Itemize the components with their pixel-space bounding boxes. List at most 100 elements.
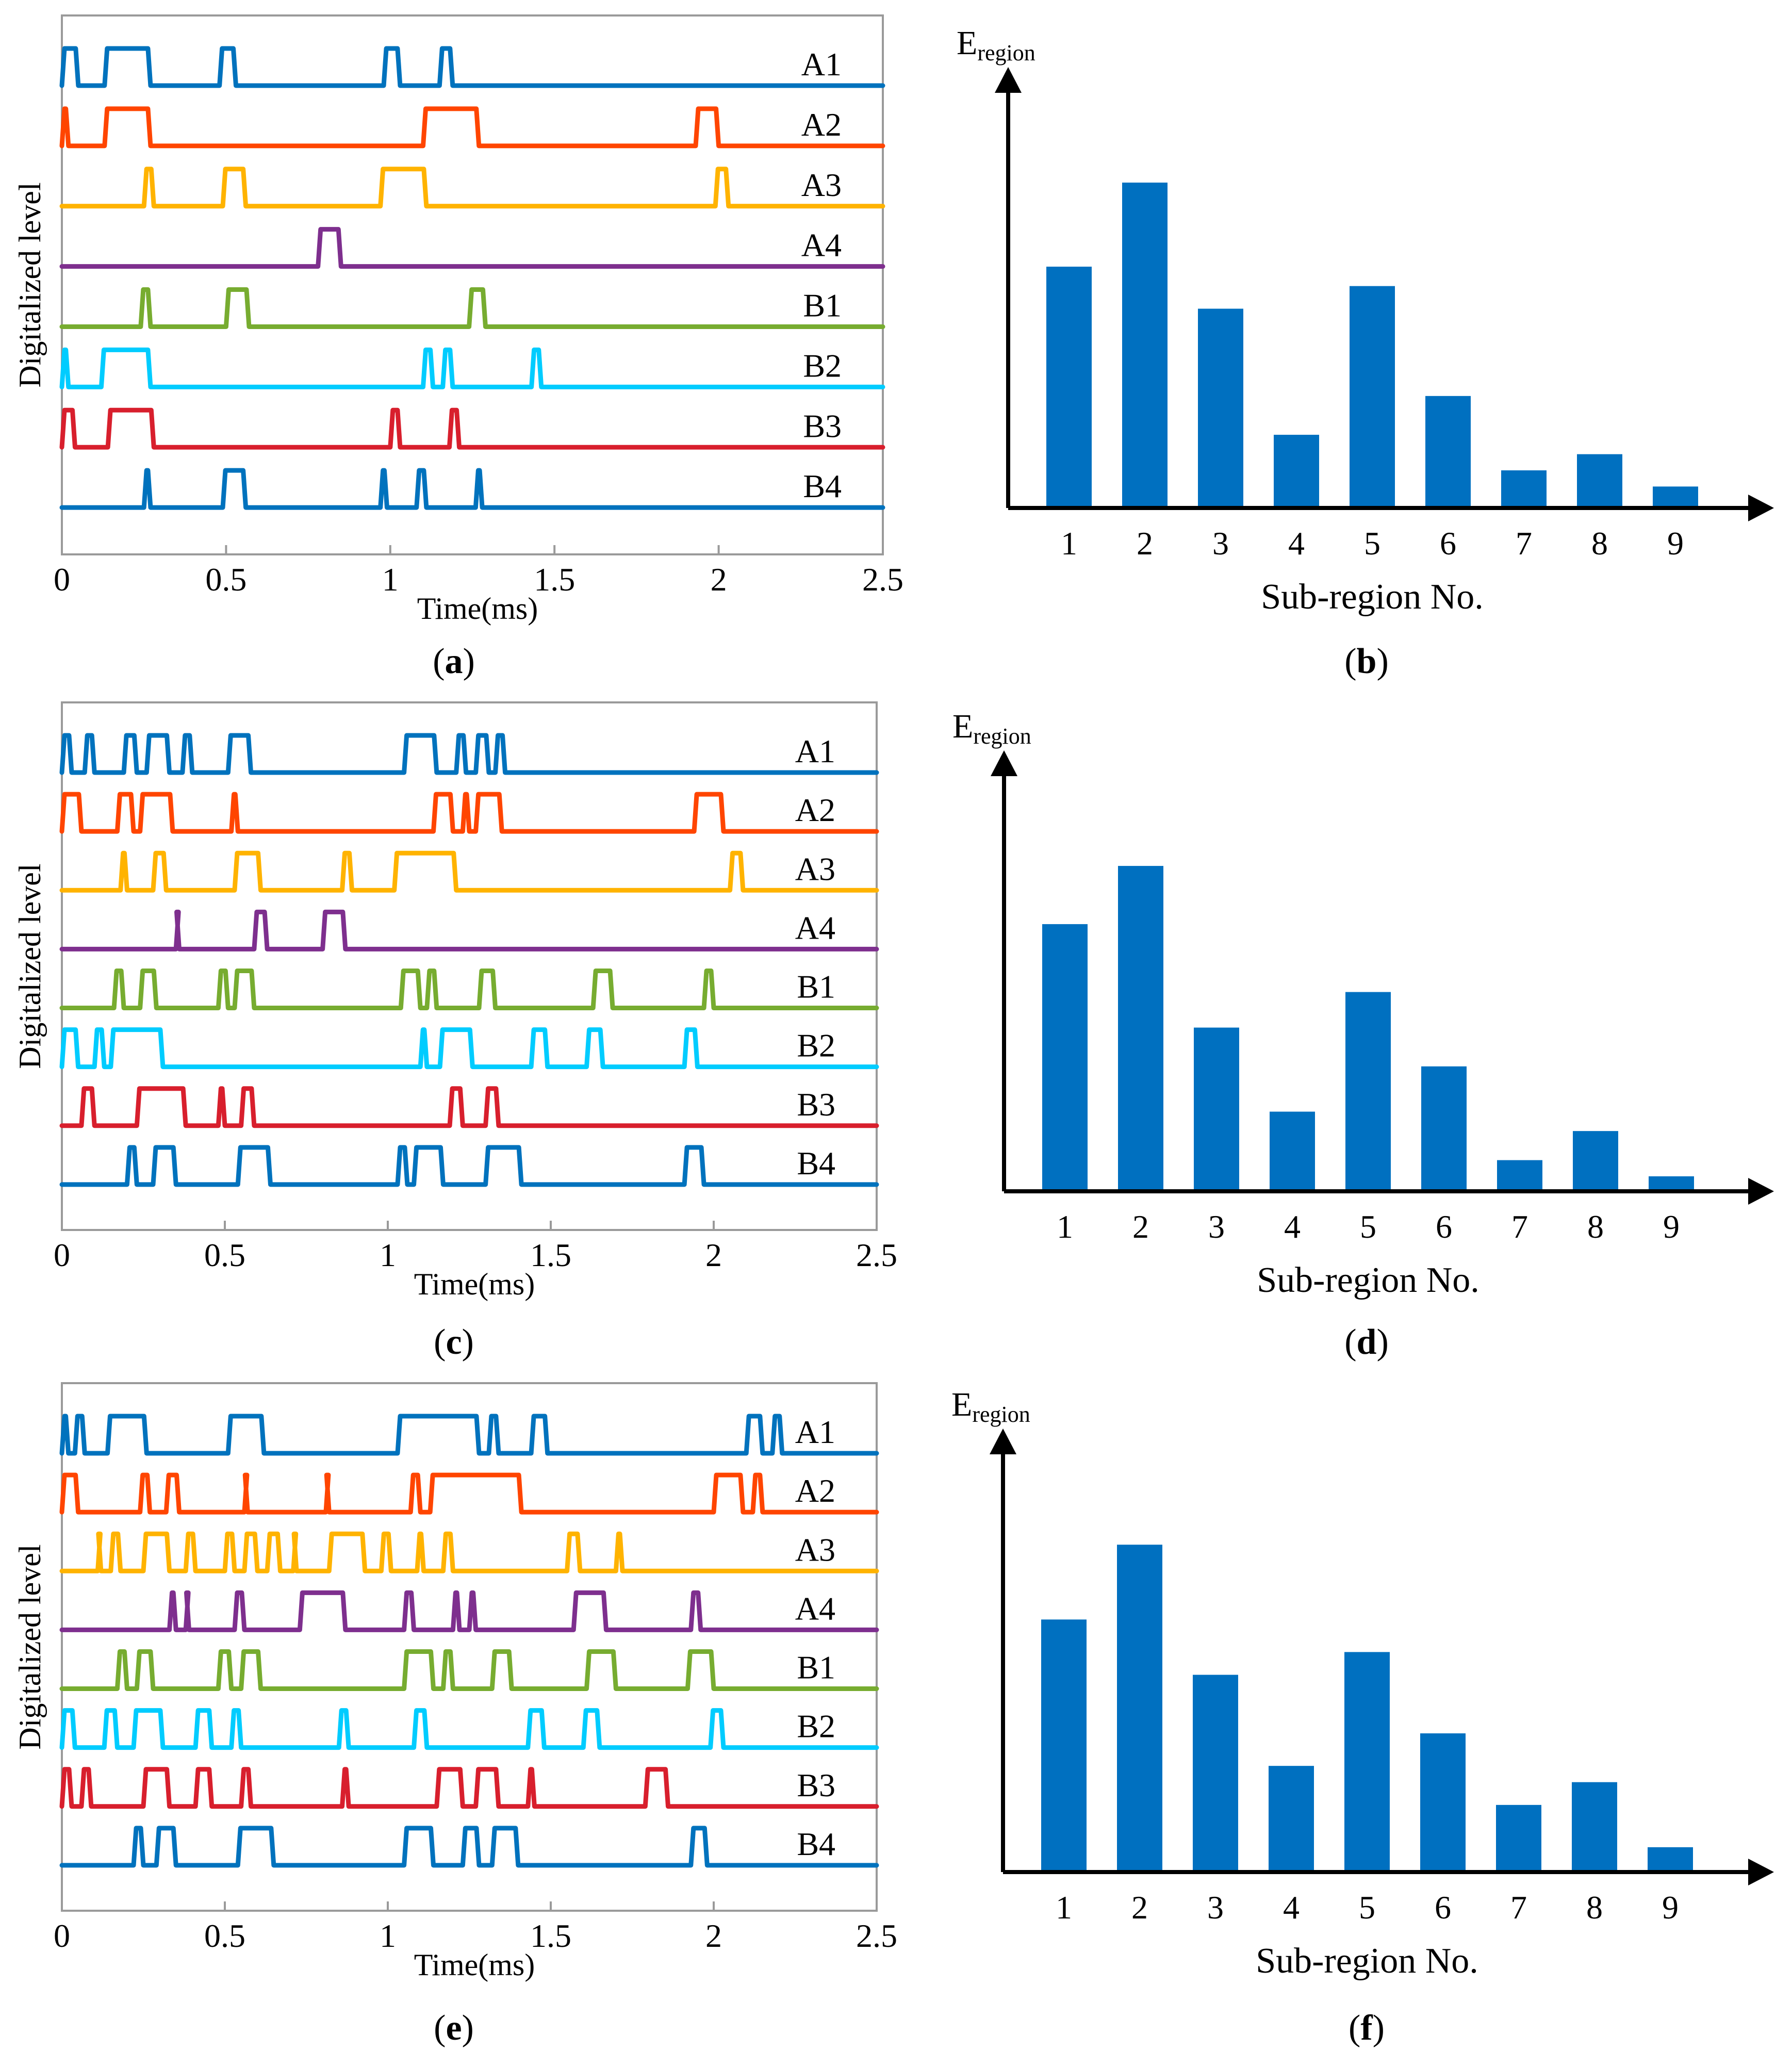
y-axis-arrow-icon <box>990 1429 1016 1454</box>
caption-close: ) <box>462 1322 474 1362</box>
bar-8 <box>1573 1131 1618 1189</box>
x-tick-label: 1 <box>1061 525 1077 562</box>
bar-7 <box>1497 1160 1542 1189</box>
caption-open: ( <box>1344 1322 1356 1362</box>
caption-letter: d <box>1357 1322 1377 1362</box>
x-tick-label: 9 <box>1667 525 1684 562</box>
caption-close: ) <box>1373 2008 1385 2048</box>
channel-label-a1: A1 <box>795 1414 835 1450</box>
channel-label-a2: A2 <box>795 1472 835 1509</box>
plot-frame <box>61 1382 878 1912</box>
channel-label-b1: B1 <box>797 969 835 1005</box>
x-tick-label: 2.5 <box>856 1917 897 1954</box>
caption-letter: b <box>1357 642 1377 681</box>
x-tick-label: 7 <box>1511 1208 1528 1245</box>
x-tick-label: 2 <box>1132 1208 1149 1245</box>
x-tick-label: 8 <box>1586 1889 1603 1926</box>
waveform-b1 <box>59 1649 879 1691</box>
waveform-a3 <box>59 850 879 893</box>
channel-label-a2: A2 <box>795 792 835 828</box>
waveform-a2 <box>59 792 879 834</box>
x-tick-label: 3 <box>1212 525 1229 562</box>
bar-7 <box>1496 1804 1541 1870</box>
x-tick-label: 0.5 <box>205 561 246 598</box>
y-axis-title: Eregion <box>957 24 1035 65</box>
caption-close: ) <box>1376 1322 1388 1362</box>
x-tick-label: 2 <box>705 1917 722 1954</box>
x-tick-label: 2.5 <box>862 561 903 598</box>
x-tick-label: 5 <box>1360 1208 1376 1245</box>
x-tick-label: 7 <box>1516 525 1532 562</box>
x-tick-label: 1.5 <box>530 1917 571 1954</box>
x-axis-title: Time(ms) <box>414 1948 535 1982</box>
x-tick-label: 3 <box>1208 1208 1225 1245</box>
x-axis-title: Sub-region No. <box>1257 1260 1479 1300</box>
x-tick-label: 2 <box>705 1237 722 1273</box>
bar-5 <box>1350 286 1395 506</box>
plot-frame <box>61 701 878 1231</box>
waveform-b2 <box>59 1027 879 1070</box>
y-axis-arrow-icon <box>995 67 1022 93</box>
caption-letter: e <box>446 2008 462 2048</box>
x-tick-label: 9 <box>1663 1208 1680 1245</box>
bar-8 <box>1577 454 1622 506</box>
x-tick-label: 2 <box>1131 1889 1148 1926</box>
bar-1 <box>1046 267 1092 506</box>
waveform-b2 <box>59 1708 879 1750</box>
x-axis-arrow-icon <box>1748 1859 1774 1885</box>
channel-label-b4: B4 <box>803 468 842 504</box>
channel-label-a2: A2 <box>801 106 842 143</box>
waveform-a1 <box>59 46 885 88</box>
bar-1 <box>1041 1619 1087 1870</box>
channel-label-b2: B2 <box>797 1027 835 1064</box>
caption-letter: c <box>446 1322 462 1362</box>
x-tick-label: 1 <box>380 1917 396 1954</box>
x-tick-label: 6 <box>1440 525 1456 562</box>
channel-label-a3: A3 <box>795 1531 835 1568</box>
waveform-b2 <box>59 347 885 389</box>
bar-1 <box>1042 924 1088 1189</box>
x-tick-label: 1.5 <box>530 1237 571 1273</box>
bar-9 <box>1649 1176 1694 1189</box>
x-tick-label: 4 <box>1283 1889 1300 1926</box>
x-axis-title: Sub-region No. <box>1261 577 1484 617</box>
bar-9 <box>1653 486 1698 506</box>
x-tick-label: 2 <box>1137 525 1153 562</box>
x-tick-label: 2.5 <box>856 1237 897 1273</box>
y-axis-title: Digitalized level <box>13 182 47 387</box>
x-axis-arrow-icon <box>1748 495 1774 521</box>
channel-label-b2: B2 <box>803 347 842 384</box>
x-tick-label: 6 <box>1436 1208 1452 1245</box>
y-axis-title: Digitalized level <box>13 863 47 1069</box>
bar-2 <box>1122 183 1168 506</box>
panel-caption: (b) <box>1344 642 1389 681</box>
bar-6 <box>1425 396 1471 506</box>
panel-e: A1 A2 A3 A4 B1 B2 B3 B4 0 0.5 1 1.5 2 2.5 Time(ms) Digi… <box>13 1382 897 2048</box>
waveform-b4 <box>59 1826 879 1868</box>
bar-3 <box>1198 308 1243 506</box>
bar-4 <box>1274 435 1319 506</box>
waveform-a3 <box>59 1531 879 1573</box>
channel-label-a4: A4 <box>795 909 835 946</box>
caption-open: ( <box>433 642 445 681</box>
caption-letter: f <box>1360 2008 1373 2048</box>
x-tick-label: 5 <box>1364 525 1380 562</box>
y-title-main: E <box>952 708 973 745</box>
bar-7 <box>1501 470 1547 506</box>
bar-3 <box>1193 1675 1238 1870</box>
bar-2 <box>1118 866 1163 1189</box>
waveform-b1 <box>59 969 879 1010</box>
channel-label-a1: A1 <box>795 733 835 769</box>
caption-close: ) <box>1376 642 1388 681</box>
x-axis-title: Time(ms) <box>414 1267 535 1301</box>
bar-4 <box>1269 1766 1314 1870</box>
waveform-a4 <box>59 1590 879 1632</box>
channel-label-b3: B3 <box>797 1086 835 1123</box>
bar-8 <box>1572 1782 1617 1870</box>
waveform-a2 <box>59 106 885 149</box>
x-tick-label: 0.5 <box>204 1917 245 1954</box>
bar-5 <box>1344 1652 1390 1870</box>
caption-open: ( <box>434 2008 446 2048</box>
waveform-a1 <box>59 1414 879 1456</box>
